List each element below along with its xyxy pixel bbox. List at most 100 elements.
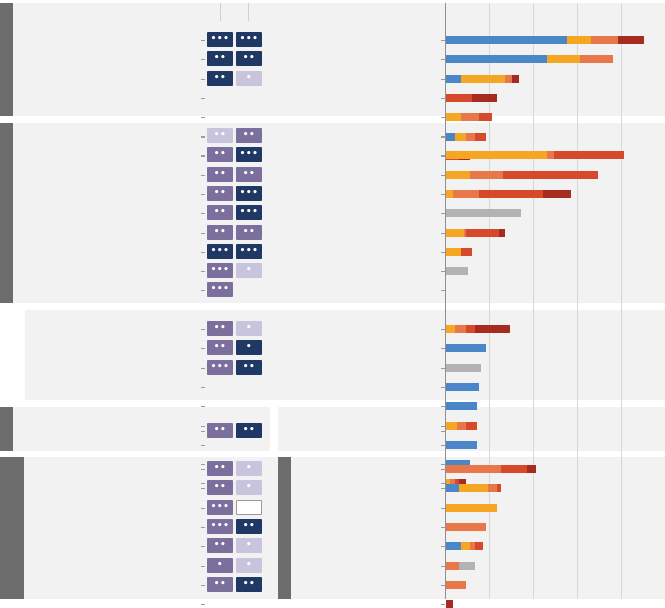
axis-tick <box>441 79 445 80</box>
axis-tick <box>441 290 445 291</box>
bar-segment-orange <box>454 133 466 141</box>
axis-tick <box>441 40 445 41</box>
bar-segment-darkred <box>617 36 644 44</box>
bar-segment-orange <box>446 504 497 512</box>
row-tag-1: ••• <box>207 244 233 259</box>
bar-segment-blue <box>446 75 462 83</box>
header-column-separator <box>248 3 249 21</box>
bar-segment-darkred <box>527 465 537 473</box>
row-tag-1: •• <box>207 51 233 66</box>
bar-segment-red <box>465 229 499 237</box>
group-side-bar-5-inner <box>278 457 291 599</box>
axis-tick <box>441 348 445 349</box>
row-tag-2: • <box>236 461 262 476</box>
bar-segment-coral <box>463 229 466 237</box>
axis-tick <box>441 527 445 528</box>
gridline <box>489 3 490 599</box>
bar-segment-coral <box>505 75 512 83</box>
axis-tick <box>441 175 445 176</box>
bar-segment-orange <box>461 75 506 83</box>
axis-tick <box>441 431 445 432</box>
gridline <box>533 3 534 599</box>
bar-segment-coral <box>591 36 618 44</box>
bar-segment-red <box>446 94 473 102</box>
bar-segment-orange <box>446 229 464 237</box>
row-tag-1: ••• <box>207 360 233 375</box>
bar-segment-coral <box>446 523 486 531</box>
bar-segment-red <box>501 465 528 473</box>
row-tag-2: ••• <box>236 32 262 47</box>
bar-segment-darkred <box>459 479 466 487</box>
bar-segment-orange <box>459 484 488 492</box>
bar-segment-blue <box>446 383 479 391</box>
axis-tick <box>441 155 445 156</box>
axis-tick <box>441 252 445 253</box>
bar-segment-blue <box>446 55 548 63</box>
row-tag-1: •• <box>207 340 233 355</box>
axis-tick <box>441 59 445 60</box>
row-tag-1: •• <box>207 225 233 240</box>
bar-segment-coral <box>461 113 479 121</box>
bar-segment-red <box>479 190 543 198</box>
header-column-separator <box>220 3 221 21</box>
bar-segment-gray <box>459 562 475 570</box>
bar-segment-red <box>553 151 625 159</box>
row-tag-2: •• <box>236 51 262 66</box>
bar-segment-coral <box>446 562 460 570</box>
bar-segment-blue <box>446 542 462 550</box>
row-tick <box>201 368 205 369</box>
bar-segment-orange <box>446 479 451 487</box>
bar-segment-coral <box>470 542 475 550</box>
bar-segment-coral <box>452 190 479 198</box>
bar-segment-blue <box>446 402 477 410</box>
bar-segment-coral <box>580 55 614 63</box>
axis-tick <box>441 464 445 465</box>
bar-segment-orange <box>446 151 548 159</box>
row-tick <box>201 98 205 99</box>
axis-tick <box>441 117 445 118</box>
row-tag-1: •• <box>207 480 233 495</box>
axis-tick <box>441 137 445 138</box>
row-tick <box>201 137 205 138</box>
gridline <box>621 3 622 599</box>
bar-segment-orange <box>446 171 471 179</box>
row-tick <box>201 252 205 253</box>
bar-segment-orange <box>547 55 581 63</box>
bar-segment-orange <box>446 113 462 121</box>
axis-tick <box>441 329 445 330</box>
row-tag-1: ••• <box>207 282 233 297</box>
row-tag-2: • <box>236 321 262 336</box>
row-tick <box>201 290 205 291</box>
row-tick <box>201 585 205 586</box>
row-tag-1: •• <box>207 186 233 201</box>
row-tag-1: •• <box>207 321 233 336</box>
row-tick <box>201 406 205 407</box>
axis-tick <box>441 483 445 484</box>
bar-segment-coral <box>487 484 497 492</box>
bar-segment-blue <box>446 36 567 44</box>
bar-segment-gray <box>446 209 521 217</box>
row-tag-2: ••• <box>236 244 262 259</box>
bar-segment-blue <box>446 484 460 492</box>
axis-tick <box>441 98 445 99</box>
row-tick <box>201 445 205 446</box>
bar-segment-darkred <box>512 75 519 83</box>
row-tag-1: •• <box>207 128 233 143</box>
row-tag-2 <box>236 500 262 515</box>
row-tag-1: •• <box>207 423 233 438</box>
bar-segment-red <box>474 542 484 550</box>
axis-tick <box>441 271 445 272</box>
row-tag-1: ••• <box>207 500 233 515</box>
bar-segment-coral <box>446 465 501 473</box>
axis-tick <box>441 136 445 137</box>
bar-segment-orange <box>461 542 471 550</box>
axis-tick <box>441 445 445 446</box>
bar-segment-red <box>465 325 475 333</box>
bar-segment-red <box>474 133 486 141</box>
bar-segment-coral <box>454 325 466 333</box>
bar-segment-blue <box>446 133 455 141</box>
row-tag-2: ••• <box>236 205 262 220</box>
bar-segment-red <box>503 171 598 179</box>
bar-segment-red <box>465 422 477 430</box>
